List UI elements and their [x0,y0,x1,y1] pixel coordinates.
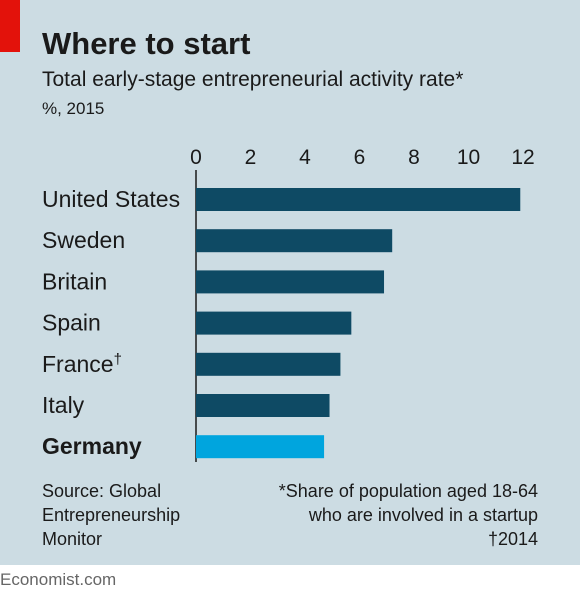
category-label: Sweden [42,227,125,253]
x-tick-label: 0 [190,146,202,169]
bar [196,435,325,459]
source-note: Source: Global Entrepreneurship Monitor [42,479,212,551]
x-tick-label: 2 [245,146,257,169]
bar [196,229,393,253]
bar [196,352,341,376]
brand-tag [0,0,20,52]
source-line: Monitor [42,529,103,549]
x-tick-label: 6 [354,146,366,169]
economist-logo: Economist.com [0,570,117,589]
footnote-line: *Share of population aged 18-64 [278,481,538,501]
footnote-line: who are involved in a startup [308,505,538,525]
bar [196,394,330,417]
source-line: Source: Global [42,481,162,501]
x-tick-label: 8 [408,146,420,169]
footnote: *Share of population aged 18-64 who are … [238,479,538,551]
chart-title: Where to start [42,26,251,61]
category-label: France† [42,351,122,377]
bar-chart: 0 2 4 6 8 10 12 United States Sweden Britain Spain… [42,146,535,462]
footnote-line: †2014 [487,529,538,549]
category-label: Britain [42,268,107,294]
chart-subtitle: Total early-stage entrepreneurial activi… [42,68,464,91]
bar [196,270,385,294]
x-tick-label: 4 [299,146,311,169]
source-line: Entrepreneurship [42,505,181,525]
chart-unit: %, 2015 [42,99,105,118]
category-label: Spain [42,310,101,336]
bar [196,311,352,335]
x-tick-label: 12 [511,146,534,169]
category-label: United States [42,186,180,212]
x-tick-label: 10 [457,146,480,169]
category-label: Italy [42,392,85,418]
category-label: Germany [42,433,142,459]
bar [196,188,521,211]
